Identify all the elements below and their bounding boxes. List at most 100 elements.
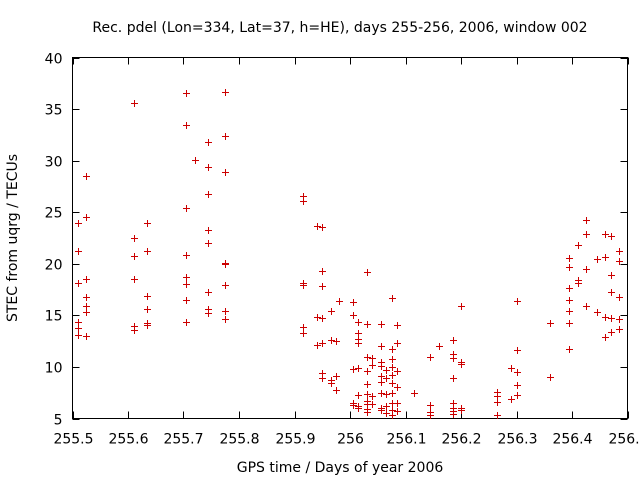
data-point-plus-marker — [583, 231, 590, 238]
data-point-plus-marker — [450, 337, 457, 344]
data-point-plus-marker — [364, 409, 371, 416]
data-point-plus-marker — [319, 283, 326, 290]
x-tick-label: 255.9 — [275, 432, 315, 448]
data-point-plus-marker — [394, 322, 401, 329]
y-tick-label: 15 — [45, 309, 63, 325]
data-point-plus-marker — [389, 390, 396, 397]
data-points — [75, 89, 623, 419]
data-point-plus-marker — [314, 223, 321, 230]
data-point-plus-marker — [566, 264, 573, 271]
data-point-plus-marker — [319, 315, 326, 322]
data-point-plus-marker — [75, 220, 82, 227]
data-point-plus-marker — [183, 90, 190, 97]
x-tick-label: 255.6 — [108, 432, 148, 448]
data-point-plus-marker — [394, 384, 401, 391]
data-point-plus-marker — [300, 324, 307, 331]
data-point-plus-marker — [83, 276, 90, 283]
data-point-plus-marker — [450, 375, 457, 382]
data-point-plus-marker — [75, 280, 82, 287]
x-tick-label: 255.8 — [219, 432, 259, 448]
data-point-plus-marker — [144, 220, 151, 227]
data-point-plus-marker — [378, 363, 385, 370]
data-point-plus-marker — [83, 214, 90, 221]
data-point-plus-marker — [364, 391, 371, 398]
data-point-plus-marker — [319, 268, 326, 275]
x-tick-label: 256.4 — [552, 432, 592, 448]
data-point-plus-marker — [183, 274, 190, 281]
data-point-plus-marker — [566, 285, 573, 292]
axis-ticks — [72, 57, 629, 420]
x-tick-label: 256.3 — [497, 432, 537, 448]
data-point-plus-marker — [75, 248, 82, 255]
data-point-plus-marker — [389, 356, 396, 363]
x-axis-label: GPS time / Days of year 2006 — [237, 460, 444, 476]
data-point-plus-marker — [328, 308, 335, 315]
data-point-plus-marker — [583, 266, 590, 273]
data-point-plus-marker — [389, 412, 396, 419]
data-point-plus-marker — [205, 310, 212, 317]
data-point-plus-marker — [183, 122, 190, 129]
data-point-plus-marker — [494, 399, 501, 406]
data-point-plus-marker — [427, 354, 434, 361]
data-point-plus-marker — [350, 312, 357, 319]
data-point-plus-marker — [300, 330, 307, 337]
data-point-plus-marker — [183, 252, 190, 259]
data-point-plus-marker — [616, 326, 623, 333]
data-point-plus-marker — [75, 319, 82, 326]
data-point-plus-marker — [131, 327, 138, 334]
data-point-plus-marker — [355, 330, 362, 337]
data-point-plus-marker — [328, 337, 335, 344]
data-point-plus-marker — [333, 373, 340, 380]
data-point-plus-marker — [394, 408, 401, 415]
y-tick-label: 20 — [45, 258, 63, 274]
x-tick-label: 256.2 — [441, 432, 481, 448]
y-tick-label: 35 — [45, 103, 63, 119]
data-point-plus-marker — [319, 340, 326, 347]
data-point-plus-marker — [494, 412, 501, 419]
y-tick-label: 10 — [45, 361, 63, 377]
data-point-plus-marker — [131, 253, 138, 260]
data-point-plus-marker — [328, 380, 335, 387]
data-point-plus-marker — [369, 401, 376, 408]
data-point-plus-marker — [314, 314, 321, 321]
data-point-plus-marker — [616, 316, 623, 323]
plot-area-frame — [72, 57, 628, 419]
x-tick-label: 256.5 — [608, 432, 640, 448]
data-point-plus-marker — [508, 396, 515, 403]
x-tick-labels: 255.5 255.6 255.7 255.8 255.9 256 256.1 256.2 25… — [53, 432, 640, 448]
data-point-plus-marker — [602, 231, 609, 238]
data-point-plus-marker — [514, 369, 521, 376]
data-point-plus-marker — [222, 308, 229, 315]
data-point-plus-marker — [616, 258, 623, 265]
data-point-plus-marker — [355, 365, 362, 372]
data-point-plus-marker — [355, 340, 362, 347]
data-point-plus-marker — [355, 392, 362, 399]
data-point-plus-marker — [427, 402, 434, 409]
data-point-plus-marker — [369, 393, 376, 400]
data-point-plus-marker — [378, 379, 385, 386]
data-point-plus-marker — [222, 261, 229, 268]
data-point-plus-marker — [364, 269, 371, 276]
data-point-plus-marker — [450, 355, 457, 362]
data-point-plus-marker — [222, 282, 229, 289]
data-point-plus-marker — [300, 198, 307, 205]
data-point-plus-marker — [514, 382, 521, 389]
data-point-plus-marker — [514, 298, 521, 305]
data-point-plus-marker — [350, 366, 357, 373]
data-point-plus-marker — [355, 405, 362, 412]
data-point-plus-marker — [131, 100, 138, 107]
data-point-plus-marker — [566, 320, 573, 327]
data-point-plus-marker — [436, 343, 443, 350]
data-point-plus-marker — [83, 303, 90, 310]
data-point-plus-marker — [608, 233, 615, 240]
data-point-plus-marker — [583, 217, 590, 224]
data-point-plus-marker — [369, 362, 376, 369]
y-tick-labels: 5 10 15 20 25 30 35 40 — [45, 52, 63, 429]
data-point-plus-marker — [144, 322, 151, 329]
data-point-plus-marker — [364, 381, 371, 388]
data-point-plus-marker — [222, 316, 229, 323]
data-point-plus-marker — [575, 280, 582, 287]
data-point-plus-marker — [427, 412, 434, 419]
data-point-plus-marker — [383, 410, 390, 417]
data-point-plus-marker — [333, 387, 340, 394]
